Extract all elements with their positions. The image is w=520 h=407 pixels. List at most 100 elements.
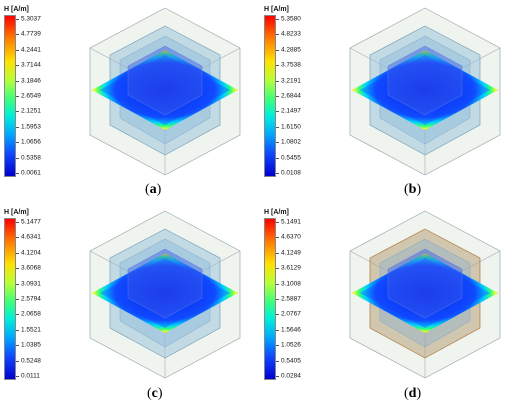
tick-label: 3.7144: [21, 61, 41, 69]
tick-mark: [16, 376, 19, 377]
tick-label: 4.6341: [21, 233, 41, 241]
tick-label: 1.0385: [21, 341, 41, 349]
tick-label: 5.3037: [21, 15, 41, 23]
tick-mark: [276, 329, 279, 331]
tick-label: 0.5405: [281, 357, 301, 365]
tick-mark: [276, 80, 279, 82]
colorbar: [264, 218, 276, 380]
tick-label: 5.1491: [281, 218, 301, 226]
tick-mark: [16, 111, 19, 113]
tick-label: 3.6068: [21, 264, 41, 272]
tick-mark: [276, 360, 279, 362]
tick-mark: [276, 283, 279, 285]
caption-close-paren: ): [156, 182, 162, 197]
tick-mark: [276, 314, 279, 316]
legend-title: H [A/m]: [4, 209, 29, 216]
colorbar: [264, 15, 276, 177]
figure-panel: H [A/m] 5.1491 4.6370 4.1249 3.6129 3.1008 2.…: [260, 203, 520, 406]
tick-label: 0.5455: [281, 154, 301, 162]
tick-mark: [16, 126, 19, 128]
tick-mark: [276, 252, 279, 254]
tick-mark: [16, 222, 19, 223]
tick-mark: [276, 19, 279, 20]
tick-label: 0.0284: [281, 372, 301, 380]
simulation-3d-view: [89, 7, 241, 176]
tick-mark: [16, 19, 19, 20]
caption-letter: c: [151, 386, 158, 401]
tick-mark: [276, 111, 279, 113]
field-cut-plane: [92, 253, 238, 333]
subfigure-caption: (c): [147, 386, 163, 402]
tick-label: 1.5646: [281, 326, 301, 334]
tick-mark: [16, 283, 19, 285]
tick-label: 4.2441: [21, 46, 41, 54]
tick-mark: [16, 142, 19, 144]
caption-close-paren: ): [416, 386, 422, 401]
caption-open-paren: (: [147, 386, 152, 401]
tick-mark: [276, 299, 279, 300]
legend-title: H [A/m]: [264, 6, 289, 13]
tick-mark: [16, 345, 19, 347]
tick-label: 3.0931: [21, 280, 41, 288]
tick-mark: [16, 80, 19, 82]
simulation-3d-view: [349, 210, 501, 379]
tick-label: 2.1251: [21, 107, 41, 115]
caption-open-paren: (: [404, 182, 409, 197]
tick-mark: [276, 237, 279, 239]
tick-label: 3.7538: [281, 61, 301, 69]
tick-mark: [276, 49, 279, 51]
tick-mark: [16, 237, 19, 239]
tick-mark: [276, 126, 279, 128]
tick-mark: [276, 34, 279, 36]
tick-label: 4.1204: [21, 249, 41, 257]
tick-mark: [16, 173, 19, 174]
tick-mark: [276, 376, 279, 377]
tick-mark: [276, 345, 279, 347]
figure-panel: H [A/m] 5.3580 4.8233 4.2885 3.7538 3.2191 2.…: [260, 0, 520, 203]
tick-label: 1.0802: [281, 138, 301, 146]
field-cut-plane: [352, 50, 498, 130]
tick-label: 4.1249: [281, 249, 301, 257]
tick-mark: [276, 173, 279, 174]
tick-label: 1.5953: [21, 123, 41, 131]
tick-label: 4.7739: [21, 30, 41, 38]
figure-panel: H [A/m] 5.1477 4.6341 4.1204 3.6068 3.0931 2.…: [0, 203, 260, 406]
simulation-3d-view: [349, 7, 501, 176]
caption-letter: d: [408, 386, 417, 401]
tick-mark: [276, 142, 279, 144]
colorbar: [4, 218, 16, 380]
subfigure-caption: (b): [404, 182, 421, 198]
tick-label: 2.5887: [281, 295, 301, 303]
tick-mark: [16, 299, 19, 300]
tick-label: 2.0658: [21, 310, 41, 318]
caption-letter: b: [408, 182, 417, 197]
tick-mark: [276, 65, 279, 67]
tick-mark: [276, 222, 279, 223]
tick-mark: [16, 360, 19, 362]
tick-label: 2.6549: [21, 92, 41, 100]
legend-title: H [A/m]: [264, 209, 289, 216]
tick-label: 2.1497: [281, 107, 301, 115]
caption-letter: a: [149, 182, 157, 197]
tick-label: 5.3580: [281, 15, 301, 23]
subfigure-caption: (a): [145, 182, 161, 198]
tick-label: 3.1846: [21, 77, 41, 85]
legend-title: H [A/m]: [4, 6, 29, 13]
tick-label: 2.0767: [281, 310, 301, 318]
tick-mark: [16, 96, 19, 97]
tick-mark: [276, 268, 279, 270]
caption-open-paren: (: [404, 386, 409, 401]
tick-label: 3.6129: [281, 264, 301, 272]
tick-label: 2.6844: [281, 92, 301, 100]
tick-label: 4.6370: [281, 233, 301, 241]
tick-label: 4.8233: [281, 30, 301, 38]
tick-label: 0.0108: [281, 169, 301, 177]
tick-mark: [16, 268, 19, 270]
tick-mark: [16, 65, 19, 67]
tick-label: 0.5358: [21, 154, 41, 162]
tick-label: 1.6150: [281, 123, 301, 131]
tick-label: 0.5248: [21, 357, 41, 365]
tick-label: 1.5521: [21, 326, 41, 334]
field-cut-plane: [352, 253, 498, 333]
tick-mark: [16, 329, 19, 331]
